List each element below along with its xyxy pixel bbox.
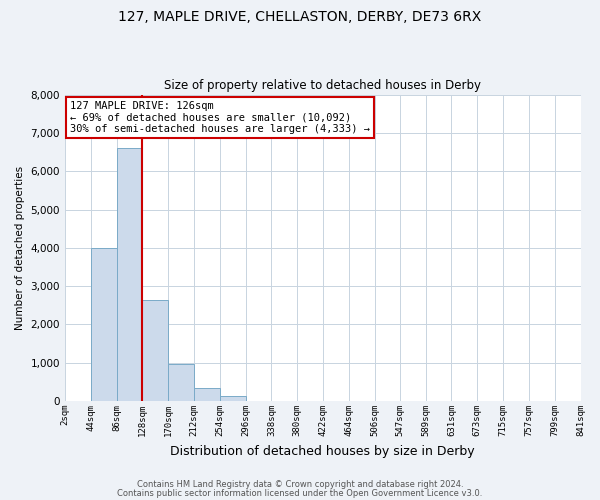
- Bar: [142, 300, 168, 401]
- Text: 127 MAPLE DRIVE: 126sqm
← 69% of detached houses are smaller (10,092)
30% of sem: 127 MAPLE DRIVE: 126sqm ← 69% of detache…: [70, 100, 370, 134]
- Text: Contains HM Land Registry data © Crown copyright and database right 2024.: Contains HM Land Registry data © Crown c…: [137, 480, 463, 489]
- X-axis label: Distribution of detached houses by size in Derby: Distribution of detached houses by size …: [170, 444, 475, 458]
- Bar: [194, 388, 220, 401]
- Bar: [116, 148, 142, 401]
- Text: Contains public sector information licensed under the Open Government Licence v3: Contains public sector information licen…: [118, 489, 482, 498]
- Y-axis label: Number of detached properties: Number of detached properties: [15, 166, 25, 330]
- Bar: [168, 364, 194, 401]
- Bar: [220, 396, 245, 401]
- Text: 127, MAPLE DRIVE, CHELLASTON, DERBY, DE73 6RX: 127, MAPLE DRIVE, CHELLASTON, DERBY, DE7…: [118, 10, 482, 24]
- Title: Size of property relative to detached houses in Derby: Size of property relative to detached ho…: [164, 79, 481, 92]
- Bar: [91, 248, 116, 401]
